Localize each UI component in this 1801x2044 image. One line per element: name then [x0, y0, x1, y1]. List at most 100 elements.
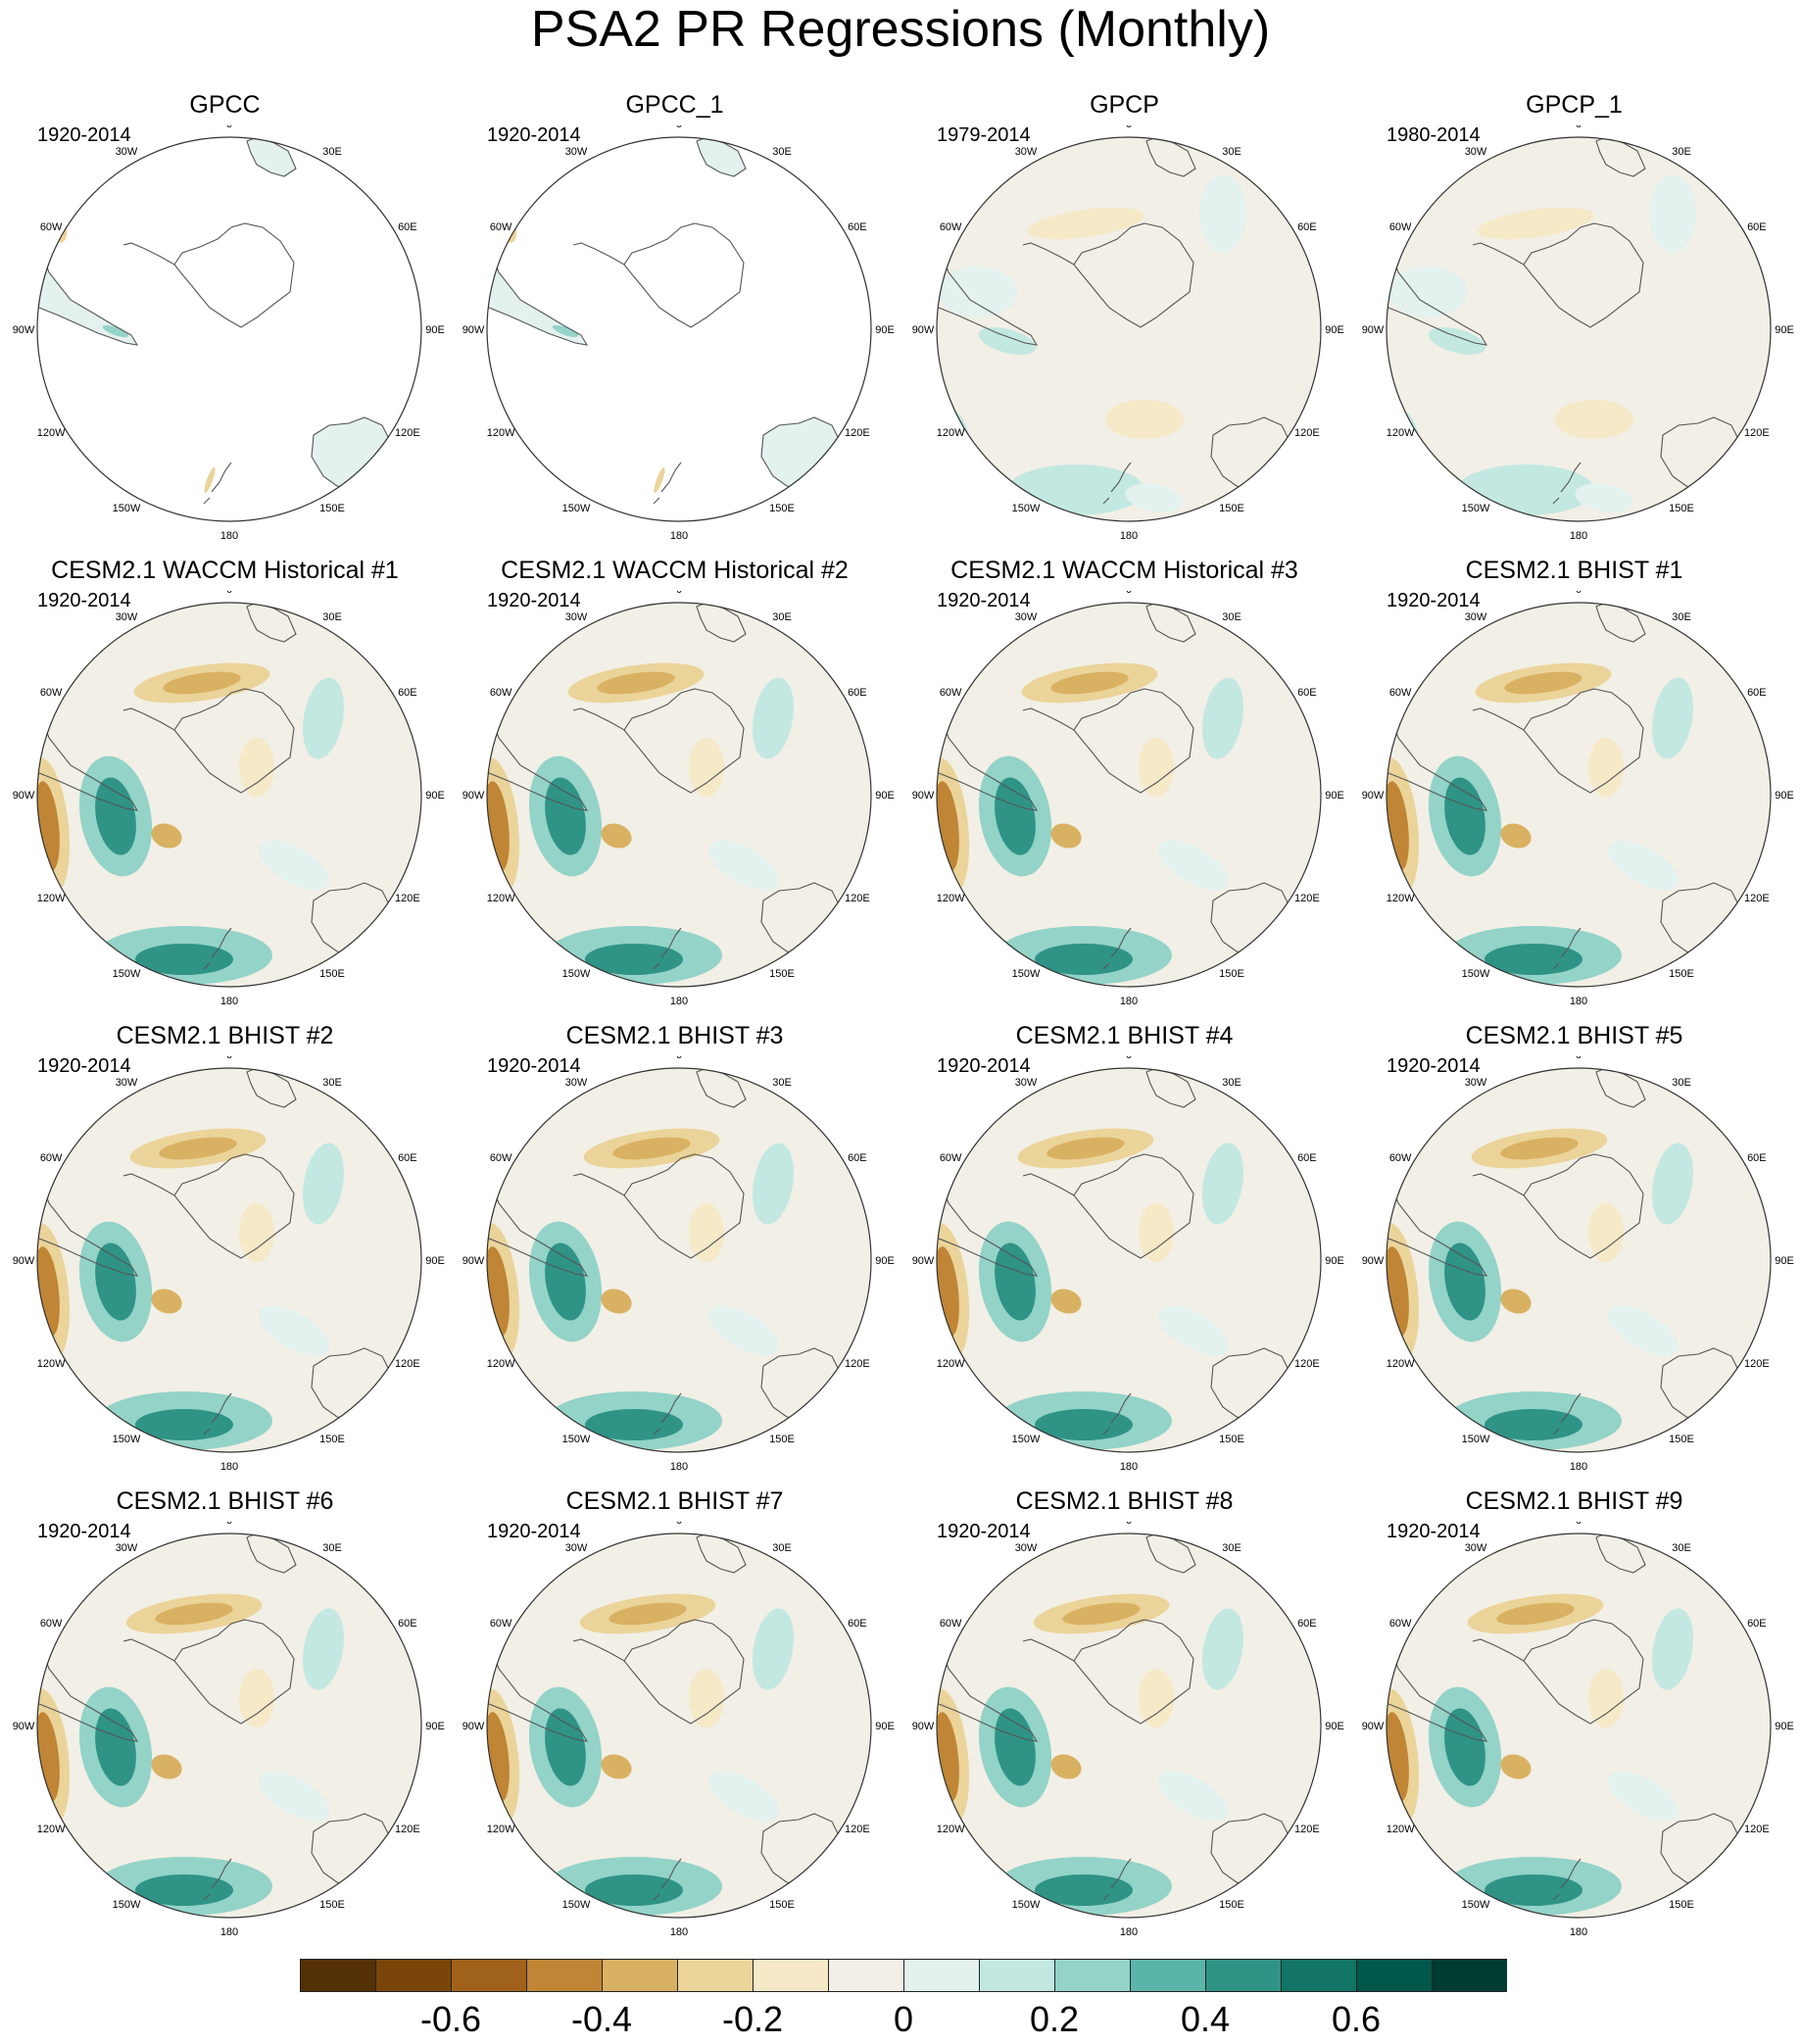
dry-core-south-atlantic	[608, 1602, 687, 1626]
dry-patch-ross	[1555, 400, 1633, 439]
dry-core-south-atlantic	[1050, 671, 1129, 695]
dry-core-south-atlantic	[597, 671, 675, 695]
precipitation-field	[487, 603, 871, 987]
longitude-label: 60E	[1297, 687, 1317, 699]
wet-patch-indian	[1649, 174, 1696, 253]
longitude-label: 90W	[462, 1255, 485, 1267]
dry-core-ross	[151, 823, 182, 849]
polar-map: 0 30E 60E 90E 120E 150E 180 150W 120W 90W 60W 30W	[462, 125, 895, 542]
antarctica-coastline	[1073, 1153, 1194, 1259]
dry-core-south-atlantic	[1047, 1137, 1125, 1160]
longitude-label: 90W	[912, 324, 935, 336]
dry-patch-east-antarctica	[1139, 1203, 1174, 1262]
dry-patch-east-antarctica	[239, 1669, 274, 1728]
longitude-label: 150W	[562, 1434, 591, 1445]
longitude-label: 150W	[1012, 1899, 1041, 1911]
longitude-label: 0	[1576, 591, 1582, 596]
australia-land-field	[761, 417, 840, 490]
polar-map: 0 30E 60E 90E 120E 150E 180 150W 120W 90W 60W 30W	[912, 1056, 1344, 1473]
longitude-label: 150E	[319, 1899, 345, 1911]
longitude-label: 0	[676, 1056, 682, 1061]
panel-title: CESM2.1 WACCM Historical #2	[501, 557, 849, 584]
wet-core-southwest-pacific	[585, 1409, 683, 1440]
precipitation-field	[937, 1533, 1321, 1918]
new-zealand-dry-patch	[654, 466, 665, 494]
wet-core-amundsen	[1444, 1242, 1485, 1321]
colorbar-swatch	[1281, 1959, 1356, 1992]
wet-band-south-indian	[302, 1608, 345, 1690]
longitude-label: 0	[1576, 125, 1582, 130]
south-america-coastline	[37, 232, 139, 346]
dry-core-ross	[1050, 1289, 1082, 1314]
wet-band-south-indian	[302, 677, 345, 759]
antarctic-peninsula-coastline	[572, 1638, 625, 1662]
longitude-label: 150E	[1219, 1899, 1244, 1911]
wet-patch-south-australia	[1608, 1305, 1679, 1356]
dry-patch-east-antarctica	[689, 738, 724, 797]
south-america-wet-patch	[552, 324, 579, 338]
south-america-coastline	[1387, 1163, 1488, 1277]
longitude-label: 60W	[940, 221, 962, 233]
longitude-label: 30W	[116, 146, 138, 158]
map-panel: CESM2.1 BHIST #8 1920-2014 0 30E 60E 90E 120E 1…	[900, 1486, 1349, 1953]
panel-period: 1920-2014	[37, 1521, 131, 1542]
wet-core-southwest-pacific	[1485, 1874, 1582, 1906]
longitude-label: 30E	[322, 1542, 342, 1554]
south-america-coastline	[937, 698, 1039, 811]
longitude-label: 120E	[845, 427, 870, 439]
wet-band-south-indian	[752, 1143, 795, 1225]
antarctic-peninsula-coastline	[122, 242, 175, 266]
longitude-label: 30E	[1672, 611, 1691, 623]
longitude-label: 180	[220, 530, 238, 542]
longitude-label: 60W	[40, 1618, 63, 1630]
panel-title: CESM2.1 WACCM Historical #1	[51, 557, 399, 584]
longitude-label: 60W	[490, 687, 512, 699]
longitude-label: 60E	[1747, 1618, 1767, 1630]
longitude-label: 120E	[1294, 1358, 1320, 1370]
map-panel: CESM2.1 WACCM Historical #3 1920-2014 0 30E…	[900, 556, 1349, 1022]
longitude-label: 150W	[562, 968, 591, 980]
longitude-label: 0	[226, 591, 232, 596]
polar-map: 0 30E 60E 90E 120E 150E 180 150W 120W 90W 60W 30W	[912, 591, 1344, 1007]
wet-band-south-indian	[752, 677, 795, 759]
longitude-label: 90E	[425, 1721, 445, 1732]
longitude-label: 0	[676, 591, 682, 596]
longitude-label: 90E	[1325, 1255, 1344, 1267]
south-america-coastline	[937, 1629, 1039, 1742]
dry-patch-east-antarctica	[1588, 1203, 1624, 1262]
new-zealand-coastline	[1102, 462, 1132, 505]
wet-core-amundsen	[545, 1242, 586, 1321]
longitude-label: 120W	[937, 427, 965, 439]
map-boundary	[486, 1067, 872, 1453]
longitude-label: 0	[1126, 591, 1132, 596]
wet-band-south-indian	[1651, 1143, 1694, 1225]
longitude-label: 60E	[848, 1618, 867, 1630]
longitude-label: 30E	[322, 611, 342, 623]
panel-period: 1980-2014	[1387, 124, 1481, 146]
colorbar-swatch	[903, 1959, 979, 1992]
panel-period: 1920-2014	[487, 124, 581, 146]
south-america-coastline	[487, 1163, 589, 1277]
wet-core-southwest-pacific	[135, 944, 233, 975]
longitude-label: 0	[676, 1522, 682, 1527]
dry-core-ross	[1050, 1754, 1082, 1779]
map-panel: CESM2.1 WACCM Historical #2 1920-2014 0 30E…	[450, 556, 900, 1022]
map-panel: CESM2.1 BHIST #9 1920-2014 0 30E 60E 90E 120E 1…	[1349, 1486, 1799, 1953]
polar-map: 0 30E 60E 90E 120E 150E 180 150W 120W 90W 60W 30W	[1362, 1056, 1794, 1473]
longitude-label: 60E	[1747, 687, 1767, 699]
antarctica-coastline	[1523, 688, 1644, 794]
south-america-coastline	[487, 1629, 589, 1742]
longitude-label: 60E	[848, 1152, 867, 1164]
longitude-label: 120W	[487, 1358, 515, 1370]
longitude-label: 150W	[1012, 503, 1041, 514]
precipitation-field	[1387, 1068, 1771, 1452]
longitude-label: 60W	[490, 1152, 512, 1164]
longitude-label: 150W	[1462, 968, 1490, 980]
wet-core-amundsen	[545, 777, 586, 855]
africa-land-field	[697, 137, 746, 176]
figure-title: PSA2 PR Regressions (Monthly)	[530, 1, 1271, 58]
map-panel: CESM2.1 BHIST #6 1920-2014 0 30E 60E 90E 120E 1…	[0, 1486, 450, 1953]
wet-core-southwest-pacific	[1035, 944, 1133, 975]
panel-title: CESM2.1 BHIST #4	[1015, 1022, 1234, 1049]
longitude-label: 180	[220, 996, 238, 1007]
